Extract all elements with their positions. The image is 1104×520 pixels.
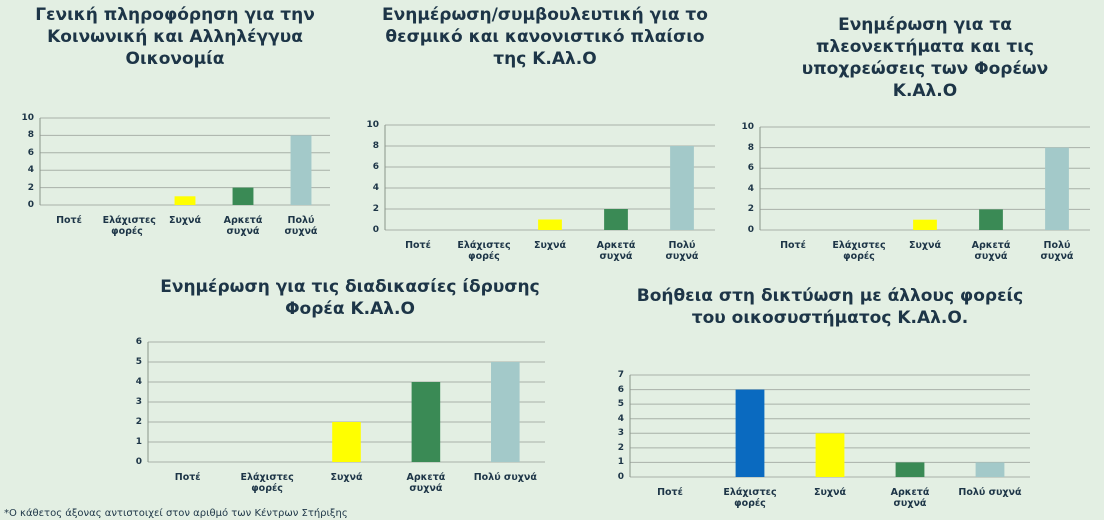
chart-title: Γενική πληροφόρηση για την Κοινωνική και…: [35, 5, 315, 69]
y-tick-label: 6: [27, 147, 34, 158]
bar: [895, 462, 925, 477]
chart-title: Ενημέρωση για τις διαδικασίες ίδρυσης Φο…: [160, 277, 540, 319]
chart-title: Βοήθεια στη δικτύωση με άλλους φορείς το…: [636, 286, 1024, 328]
y-tick-label: 8: [27, 130, 34, 141]
bar: [290, 135, 312, 205]
bar: [491, 362, 520, 462]
x-tick-label: Ελάχιστες φορές: [457, 240, 511, 262]
bar: [332, 422, 361, 462]
y-tick-label: 8: [372, 141, 379, 151]
x-tick-label: Συχνά: [533, 240, 566, 251]
x-tick-label: Αρκετά συχνά: [223, 215, 263, 237]
y-tick-label: 4: [135, 377, 142, 387]
x-tick-label: Ποτέ: [56, 215, 82, 226]
bar: [232, 187, 254, 205]
chart-title: Ενημέρωση για τα πλεονεκτήματα και τις υ…: [801, 15, 1049, 101]
bar: [604, 209, 628, 230]
bar: [979, 209, 1003, 230]
bar: [174, 196, 196, 205]
y-tick-label: 6: [617, 384, 624, 395]
x-tick-label: Συχνά: [813, 487, 846, 498]
y-tick-label: 0: [27, 200, 34, 210]
bar: [975, 462, 1005, 477]
y-tick-label: 1: [135, 437, 142, 447]
x-tick-label: Πολύ συχνά: [958, 487, 1022, 498]
bar: [815, 433, 845, 477]
y-tick-label: 4: [617, 413, 624, 424]
y-tick-label: 2: [135, 417, 142, 427]
x-tick-label: Ποτέ: [174, 472, 201, 483]
x-tick-label: Αρκετά συχνά: [406, 472, 446, 494]
y-tick-label: 4: [27, 165, 34, 176]
x-tick-label: Συχνά: [330, 472, 363, 483]
y-tick-label: 0: [372, 225, 379, 235]
x-tick-label: Ελάχιστες φορές: [723, 487, 777, 509]
x-tick-label: Συχνά: [908, 240, 941, 251]
x-tick-label: Αρκετά συχνά: [971, 240, 1011, 262]
y-tick-label: 3: [617, 428, 624, 439]
y-tick-label: 10: [741, 122, 754, 132]
chart-title: Ενημέρωση/συμβουλευτική για το θεσμικό κ…: [382, 5, 708, 69]
bar: [538, 219, 562, 230]
y-tick-label: 4: [747, 183, 754, 194]
y-tick-label: 2: [617, 442, 624, 453]
y-tick-label: 8: [747, 142, 754, 153]
bar: [913, 219, 937, 230]
x-tick-label: Ποτέ: [405, 240, 431, 251]
x-tick-label: Ποτέ: [780, 240, 806, 251]
bar: [411, 382, 441, 462]
y-tick-label: 6: [372, 162, 379, 172]
y-tick-label: 2: [27, 182, 34, 193]
y-tick-label: 6: [135, 337, 142, 347]
x-tick-label: Αρκετά συχνά: [890, 487, 930, 509]
x-tick-label: Συχνά: [168, 215, 201, 226]
x-tick-label: Ελάχιστες φορές: [240, 472, 294, 494]
y-tick-label: 7: [617, 370, 624, 380]
y-tick-label: 0: [617, 472, 624, 482]
y-tick-label: 10: [21, 113, 34, 123]
x-tick-label: Ποτέ: [657, 487, 683, 498]
bar: [735, 389, 765, 477]
y-tick-label: 2: [372, 204, 379, 214]
y-tick-label: 0: [135, 457, 142, 467]
y-tick-label: 4: [372, 183, 379, 193]
y-tick-label: 0: [747, 225, 754, 235]
x-tick-label: Αρκετά συχνά: [596, 240, 636, 262]
x-tick-label: Ελάχιστες φορές: [832, 240, 886, 262]
y-tick-label: 6: [747, 163, 754, 174]
y-tick-label: 5: [135, 357, 142, 367]
y-tick-label: 3: [135, 397, 142, 407]
x-tick-label: Ελάχιστες φορές: [102, 215, 156, 237]
bar: [1045, 147, 1069, 230]
x-tick-label: Πολύ συχνά: [1040, 240, 1074, 262]
y-tick-label: 5: [617, 399, 624, 410]
x-tick-label: Πολύ συχνά: [473, 472, 537, 483]
bar: [670, 146, 694, 230]
x-tick-label: Πολύ συχνά: [284, 215, 318, 237]
y-tick-label: 10: [366, 120, 379, 130]
footnote: *Ο κάθετος άξονας αντιστοιχεί στον αριθμ…: [4, 508, 348, 519]
y-tick-label: 2: [747, 204, 754, 215]
y-tick-label: 1: [617, 457, 624, 468]
x-tick-label: Πολύ συχνά: [665, 240, 699, 262]
